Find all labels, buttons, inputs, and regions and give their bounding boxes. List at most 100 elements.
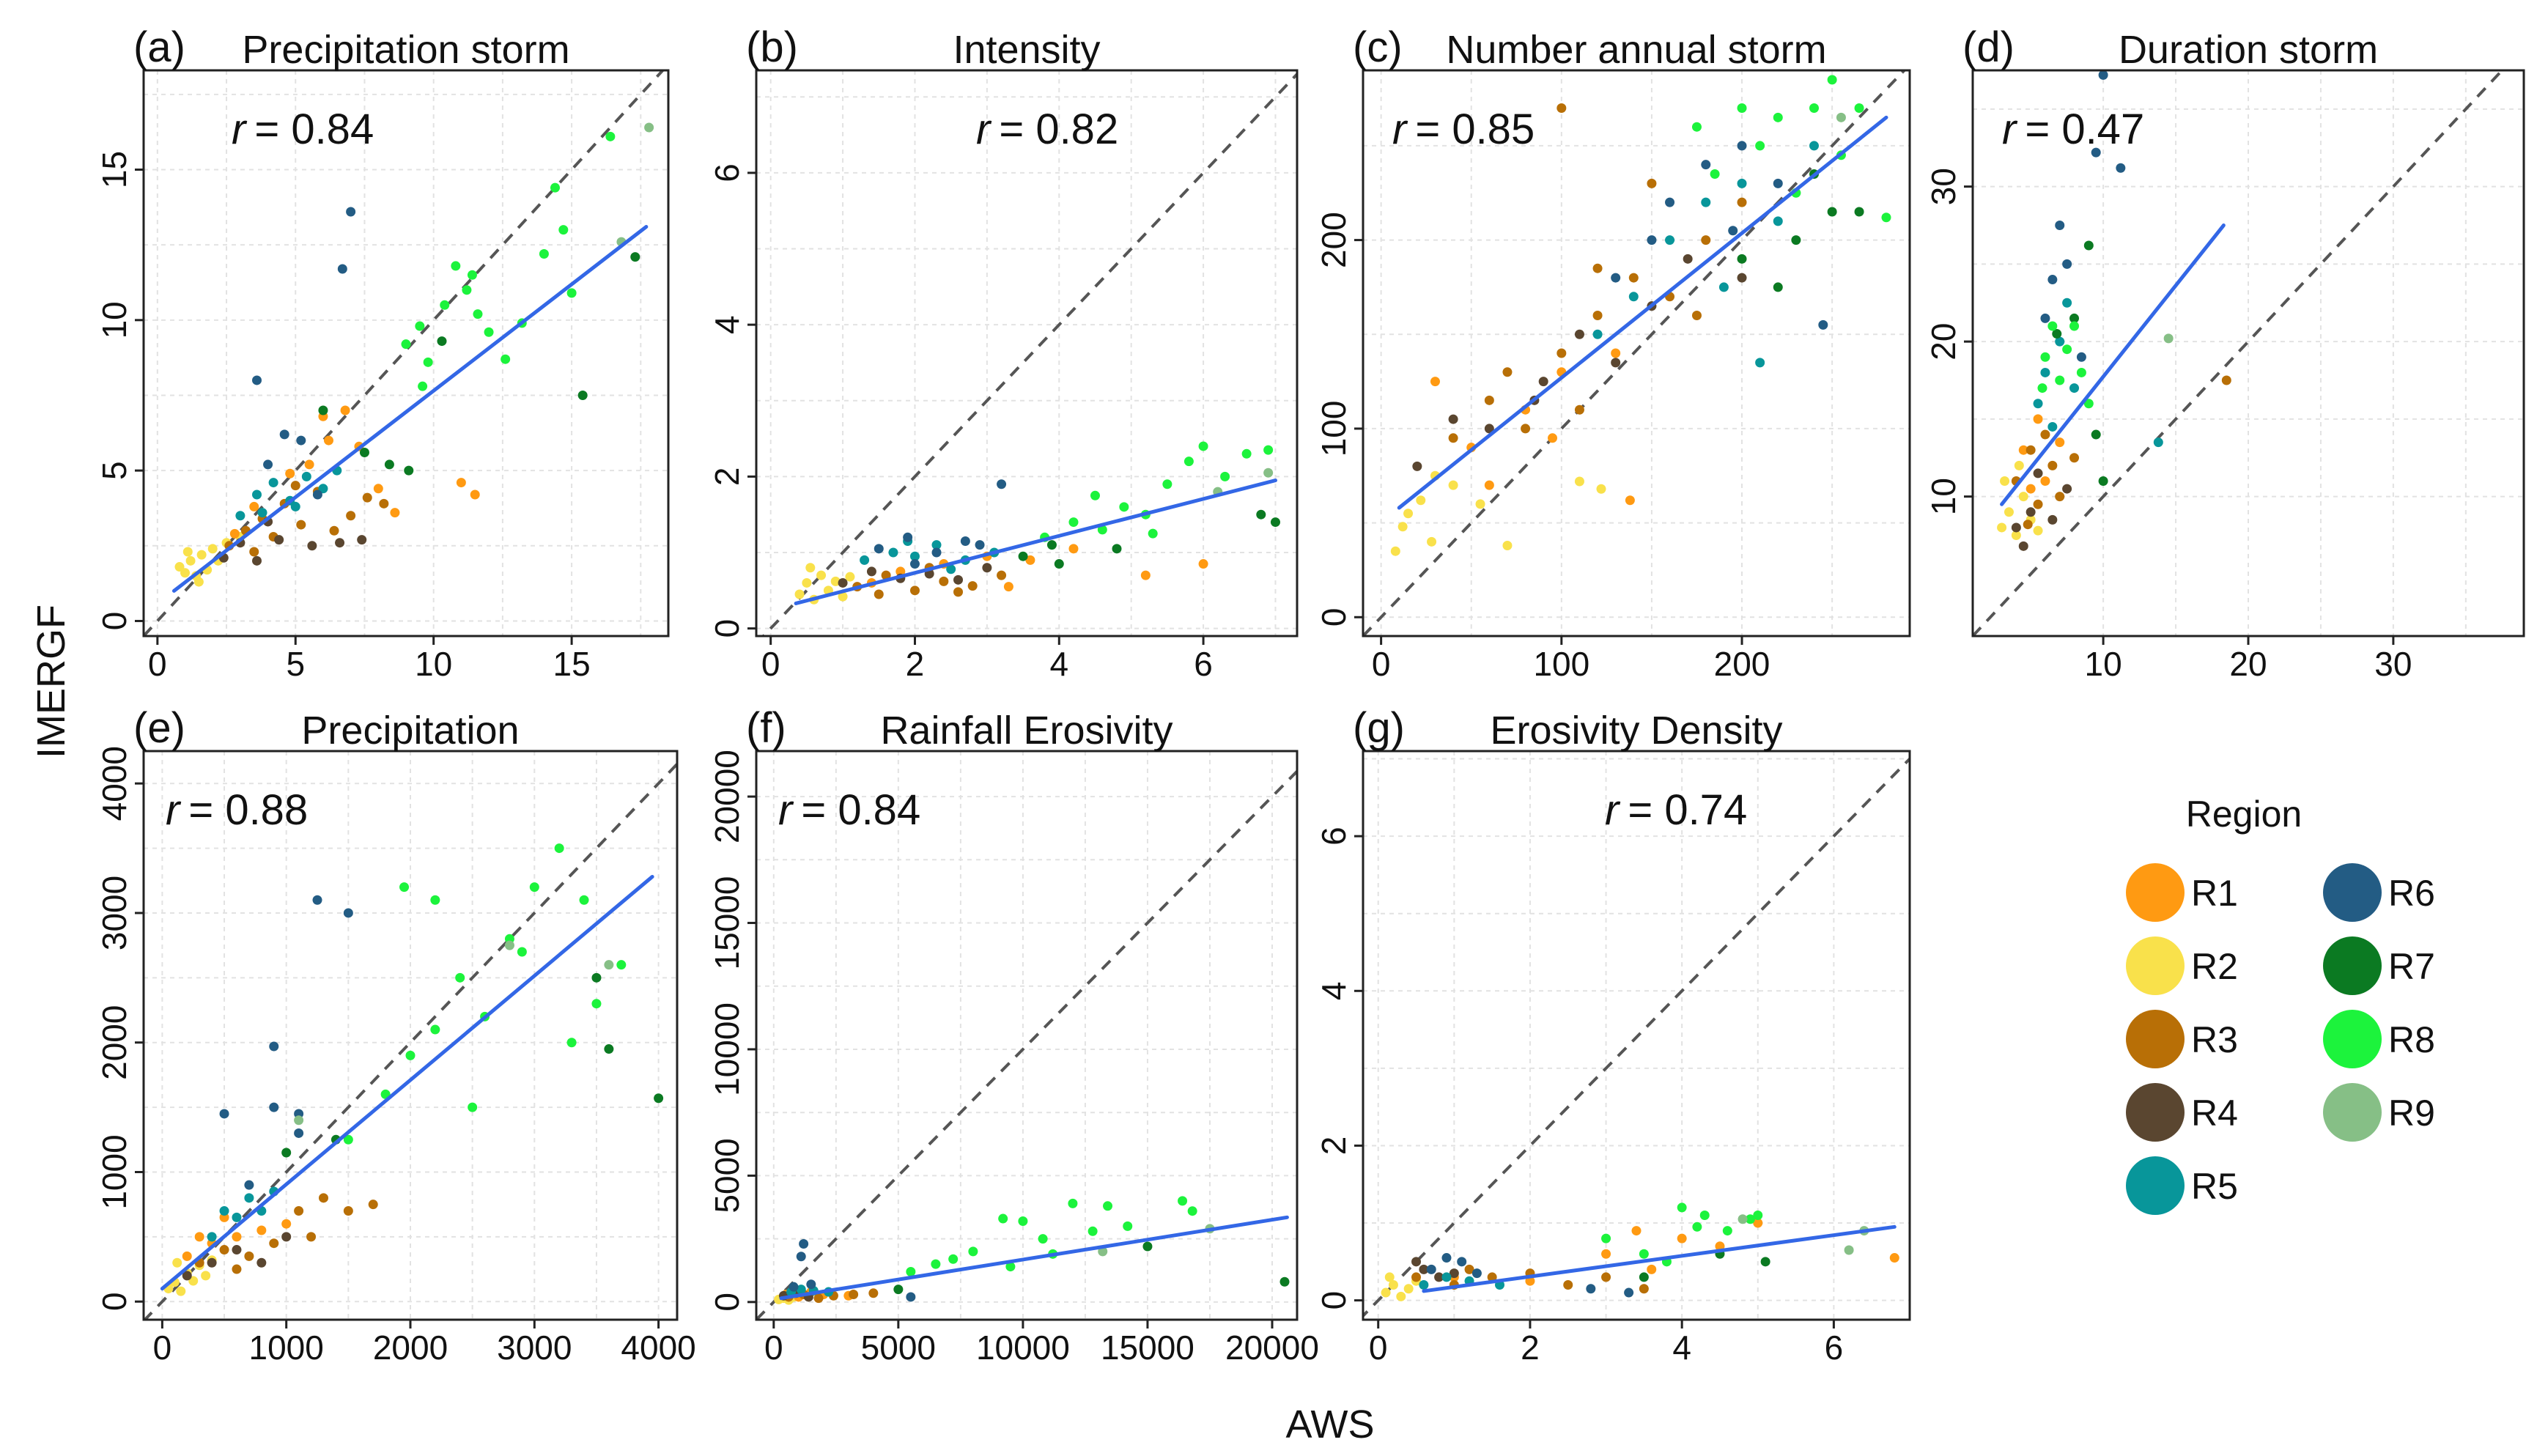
data-point-r8	[1087, 1226, 1098, 1236]
data-point-r5	[318, 484, 328, 494]
data-point-r3	[939, 576, 949, 586]
data-point-r4	[252, 555, 262, 566]
data-point-r2	[1381, 1287, 1391, 1298]
y-tick-label: 0	[1315, 607, 1353, 627]
data-point-r7	[1760, 1257, 1770, 1267]
data-point-r7	[1827, 207, 1837, 217]
data-point-r4	[207, 1257, 217, 1268]
data-point-r8	[399, 882, 410, 893]
data-point-r6	[806, 1279, 816, 1290]
data-point-r5	[252, 489, 262, 500]
data-point-r6	[1457, 1257, 1467, 1267]
data-point-r5	[931, 540, 942, 550]
legend-item-r2: R2	[2126, 936, 2238, 995]
data-point-r3	[1592, 263, 1603, 273]
data-point-r1	[2040, 476, 2050, 486]
data-point-r2	[805, 563, 816, 573]
data-point-r6	[2047, 275, 2058, 285]
data-point-r5	[2153, 437, 2163, 448]
panel-title: Precipitation	[301, 709, 519, 753]
data-point-r3	[269, 1238, 279, 1249]
data-point-r2	[1390, 546, 1400, 556]
legend-label: R2	[2191, 946, 2238, 987]
identity-line	[1973, 70, 2505, 636]
regression-line	[794, 478, 1277, 605]
data-point-r8	[2083, 399, 2094, 409]
data-point-r6	[1426, 1264, 1436, 1274]
data-point-r5	[2055, 336, 2065, 347]
data-point-r8	[550, 182, 560, 193]
data-point-r2	[1403, 509, 1414, 519]
data-point-r8	[473, 309, 483, 319]
data-point-r8	[591, 999, 602, 1009]
data-point-r6	[2055, 221, 2065, 231]
data-point-r3	[232, 1264, 242, 1274]
data-point-r1	[1025, 555, 1035, 565]
data-point-r8	[566, 288, 577, 298]
y-tick-label: 2	[708, 468, 746, 487]
data-point-r3	[1737, 197, 1747, 207]
x-tick-label: 0	[1372, 645, 1391, 683]
data-point-r5	[268, 478, 278, 488]
x-axis-title: AWS	[1286, 1403, 1375, 1446]
data-point-r8	[1162, 479, 1173, 489]
data-point-r7	[2091, 429, 2101, 440]
data-point-r8	[1068, 517, 1079, 528]
data-point-r3	[2025, 445, 2036, 455]
data-point-r2	[2011, 531, 2021, 541]
data-point-r7	[1639, 1272, 1649, 1282]
data-point-r7	[1046, 540, 1057, 550]
data-point-r9	[504, 940, 514, 950]
data-point-r4	[1538, 377, 1548, 387]
x-tick-label: 0	[153, 1328, 172, 1367]
data-point-r5	[257, 508, 267, 518]
data-point-r8	[1241, 448, 1252, 459]
correlation-label: r = 0.74	[1605, 786, 1747, 834]
data-point-r8	[1198, 441, 1208, 451]
y-tick-label: 2000	[95, 1005, 133, 1080]
data-point-r4	[182, 1271, 192, 1281]
data-point-r1	[1611, 348, 1621, 358]
data-point-r6	[997, 479, 1007, 489]
data-point-r3	[329, 525, 339, 536]
grid-lines	[1973, 70, 2524, 636]
correlation-value: = 0.82	[999, 106, 1118, 153]
correlation-label: r = 0.84	[232, 106, 374, 153]
data-point-r3	[953, 587, 964, 597]
legend-swatch	[2126, 1156, 2185, 1215]
data-point-r5	[888, 547, 898, 558]
regression-line	[2000, 223, 2226, 506]
correlation-value: = 0.84	[254, 106, 374, 153]
data-point-r8	[2055, 375, 2065, 385]
data-point-r4	[838, 577, 848, 588]
plot-frame	[755, 69, 1299, 638]
data-point-r3	[1628, 273, 1639, 283]
legend-item-r5: R5	[2126, 1156, 2238, 1215]
legend-label: R9	[2388, 1093, 2435, 1134]
data-point-r8	[566, 1038, 577, 1048]
data-point-r5	[207, 1232, 217, 1242]
correlation-symbol: r	[1605, 786, 1621, 834]
data-point-r9	[1844, 1245, 1854, 1255]
correlation-symbol: r	[976, 106, 992, 153]
data-point-r2	[172, 1257, 182, 1268]
panel-c: 0 100 200 0 100 200 (c) Number annual storm r = 0…	[1315, 23, 1911, 683]
data-point-r1	[1068, 544, 1079, 554]
data-point-r7	[1854, 207, 1864, 217]
data-point-r8	[1148, 528, 1158, 539]
data-point-r5	[1809, 141, 1820, 151]
data-point-r7	[1270, 517, 1280, 528]
data-point-r8	[605, 131, 616, 141]
data-point-r8	[1753, 1210, 1763, 1220]
data-point-r8	[558, 225, 569, 235]
identity-line	[756, 769, 1297, 1320]
identity-line	[1363, 70, 1907, 636]
data-point-r3	[1701, 235, 1711, 245]
panel-letter: (f)	[746, 704, 786, 752]
data-point-r8	[1691, 122, 1702, 132]
data-point-r2	[182, 547, 193, 557]
y-tick-label: 2	[1315, 1137, 1353, 1156]
data-point-r6	[906, 1292, 916, 1302]
plot-frame	[1362, 69, 1911, 638]
data-point-r8	[468, 1102, 478, 1112]
